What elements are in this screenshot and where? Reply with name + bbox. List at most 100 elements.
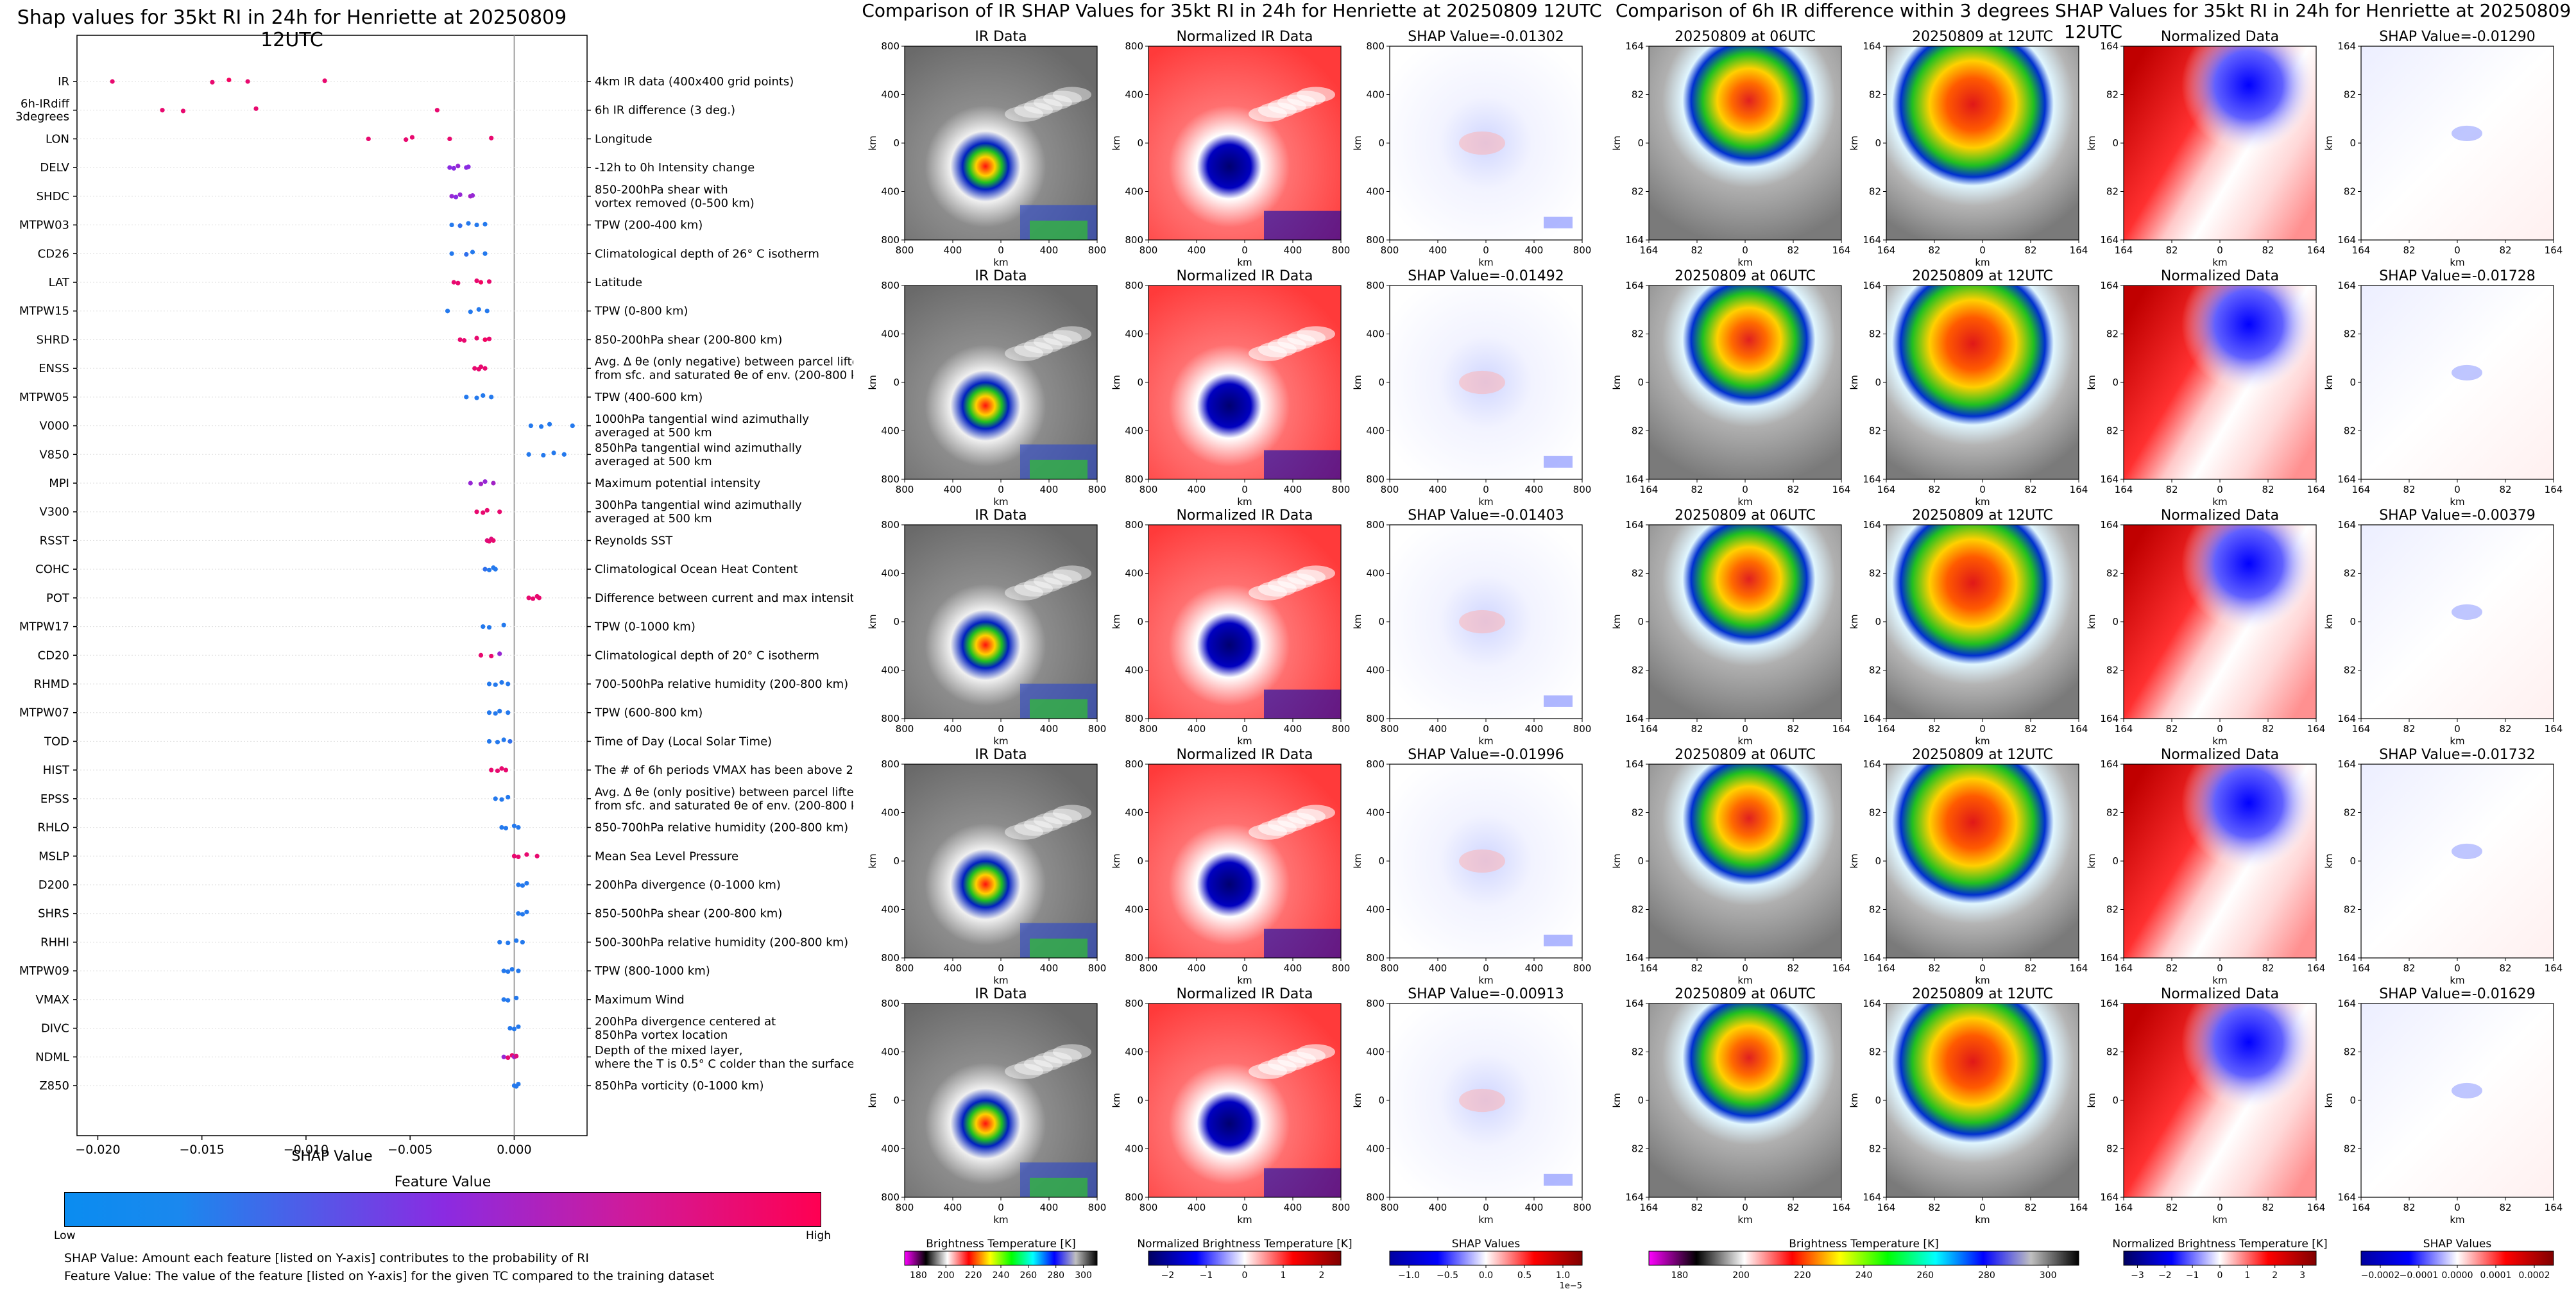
tile-yaxis-label: km xyxy=(2086,375,2097,389)
shap-point xyxy=(561,452,567,457)
shap-point xyxy=(449,222,454,228)
tile-xaxis-label: km xyxy=(1237,735,1252,747)
tile-yaxis-label: km xyxy=(1848,853,1860,868)
tile-yaxis-label: km xyxy=(2323,135,2335,150)
shap-point xyxy=(486,710,492,715)
diff-shap-colorbar-tick-label: 0.0002 xyxy=(2519,1270,2550,1281)
tile-xtick-label: 0 xyxy=(1241,962,1248,974)
tile-yaxis-label: km xyxy=(867,614,878,629)
tile-ytick-label: 82 xyxy=(1869,1143,1881,1155)
tile-ytick-label: 400 xyxy=(1125,329,1143,340)
shap-point xyxy=(474,222,479,228)
tile-ytick-label: 400 xyxy=(881,329,900,340)
tile-ytick-label: 0 xyxy=(1137,616,1143,627)
tile-ytick-label: 164 xyxy=(1863,280,1881,291)
diff-brightness-colorbar-tick-label: 280 xyxy=(1978,1270,1995,1281)
tile-xtick-label: 164 xyxy=(2307,723,2326,735)
shap-title: Shap values for 35kt RI in 24h for Henri… xyxy=(17,6,567,51)
ir-shap-colorbar-tick-label: 0.0 xyxy=(1479,1270,1493,1281)
feature-code-label: 3degrees xyxy=(15,110,69,124)
tile-xaxis-label: km xyxy=(2212,257,2227,268)
shap-point xyxy=(495,768,500,773)
tile-yaxis-label: km xyxy=(1111,614,1122,629)
shap-point xyxy=(511,1027,517,1032)
tile-xtick-label: 400 xyxy=(944,484,962,495)
feature-description: Latitude xyxy=(595,276,642,289)
tile-ytick-label: 0 xyxy=(1137,855,1143,867)
tile-ytick-label: 82 xyxy=(2106,568,2119,579)
shap-point xyxy=(468,309,473,314)
tile-ytick-label: 82 xyxy=(2344,568,2356,579)
tile-yaxis-label: km xyxy=(2086,1093,2097,1107)
shap-point xyxy=(466,221,471,226)
feature-description: TPW (400-600 km) xyxy=(594,391,703,404)
shap-point xyxy=(472,366,477,371)
tile-ytick-label: 164 xyxy=(2337,280,2356,291)
tile-ytick-label: 164 xyxy=(1625,519,1644,531)
feature-code-label: MTPW17 xyxy=(19,620,69,634)
tile-ytick-label: 0 xyxy=(1137,1095,1143,1106)
tile-xtick-label: 400 xyxy=(1284,484,1302,495)
tile-xaxis-label: km xyxy=(1737,735,1752,747)
shap-point xyxy=(501,997,506,1002)
diff-shap-colorbar xyxy=(2360,1251,2554,1266)
feature-code-label: DIVC xyxy=(41,1022,69,1036)
feature-description: 6h IR difference (3 deg.) xyxy=(595,104,735,117)
tile-title: Normalized IR Data xyxy=(1176,268,1313,284)
tile-title: Normalized IR Data xyxy=(1176,508,1313,524)
tile-title: 20250809 at 12UTC xyxy=(1912,268,2053,284)
tile-ytick-label: 82 xyxy=(2106,425,2119,437)
shap-point xyxy=(551,450,556,456)
feature-code-label: RHLO xyxy=(37,821,69,835)
feature-description: Maximum Wind xyxy=(595,993,685,1007)
shap-point xyxy=(508,1025,513,1031)
tile-xaxis-label: km xyxy=(1237,975,1252,986)
shap-point xyxy=(322,78,327,83)
shap-point xyxy=(451,166,456,171)
tile-xtick-label: 0 xyxy=(1483,723,1489,735)
ir-brightness-colorbar-tick-label: 280 xyxy=(1047,1270,1064,1281)
tile-ytick-label: 800 xyxy=(881,1191,900,1203)
shap-point xyxy=(506,710,511,715)
tile-xtick-label: 0 xyxy=(1241,723,1248,735)
tile-ytick-label: 164 xyxy=(2337,952,2356,964)
tile-image xyxy=(1390,525,1582,719)
tile-yaxis-label: km xyxy=(1352,853,1363,868)
shap-point xyxy=(160,108,165,113)
tile-yaxis-label: km xyxy=(1111,375,1122,389)
tile-ytick-label: 82 xyxy=(1632,329,1644,340)
shap-point xyxy=(514,938,519,943)
tile-yaxis-label: km xyxy=(1848,614,1860,629)
feature-code-label: MTPW07 xyxy=(19,706,69,720)
tile-title: 20250809 at 12UTC xyxy=(1912,508,2053,524)
xtick-label: −0.005 xyxy=(388,1143,432,1157)
tile-xaxis-label: km xyxy=(1478,257,1493,268)
tile-xtick-label: 800 xyxy=(1573,244,1592,256)
feature-description: Mean Sea Level Pressure xyxy=(595,849,738,863)
ir-brightness-colorbar-label: Brightness Temperature [K] xyxy=(926,1238,1075,1251)
tile-ytick-label: 164 xyxy=(2337,1191,2356,1203)
feature-description: vortex removed (0-500 km) xyxy=(595,196,755,210)
tile-title: IR Data xyxy=(975,986,1027,1002)
feature-value-title: Feature Value xyxy=(394,1174,491,1190)
shap-point xyxy=(180,108,186,114)
tile-xtick-label: 800 xyxy=(1573,484,1592,495)
shap-point xyxy=(478,653,484,658)
tile-xtick-label: 82 xyxy=(1691,962,1703,974)
feature-code-label: V000 xyxy=(39,420,69,433)
tile-xtick-label: 0 xyxy=(1483,962,1489,974)
tile-xtick-label: 82 xyxy=(1787,723,1799,735)
tile-xtick-label: 164 xyxy=(2545,1202,2563,1213)
tile-image xyxy=(1390,286,1582,479)
tile-xtick-label: 800 xyxy=(1088,962,1107,974)
tile-xaxis-label: km xyxy=(2212,975,2227,986)
tile-xaxis-label: km xyxy=(993,735,1008,747)
tile-title: SHAP Value=-0.01728 xyxy=(2379,268,2536,284)
shap-point xyxy=(461,338,467,343)
tile-image xyxy=(2124,286,2316,479)
tile-ytick-label: 400 xyxy=(1366,1143,1385,1155)
tile-ytick-label: 164 xyxy=(2337,998,2356,1009)
tile-image xyxy=(1886,1003,2079,1197)
tile-ytick-label: 0 xyxy=(1875,137,1881,149)
tile-image xyxy=(2124,525,2316,719)
